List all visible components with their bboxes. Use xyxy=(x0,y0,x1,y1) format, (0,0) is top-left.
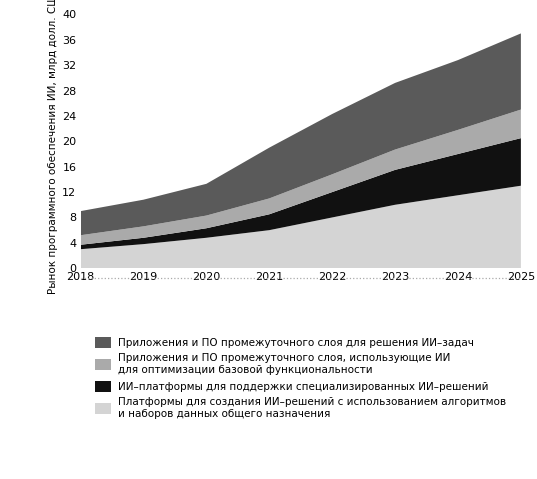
Y-axis label: Рынок программного обеспечения ИИ, млрд долл. США: Рынок программного обеспечения ИИ, млрд … xyxy=(48,0,58,295)
Legend: Приложения и ПО промежуточного слоя для решения ИИ–задач, Приложения и ПО промеж: Приложения и ПО промежуточного слоя для … xyxy=(95,337,506,419)
